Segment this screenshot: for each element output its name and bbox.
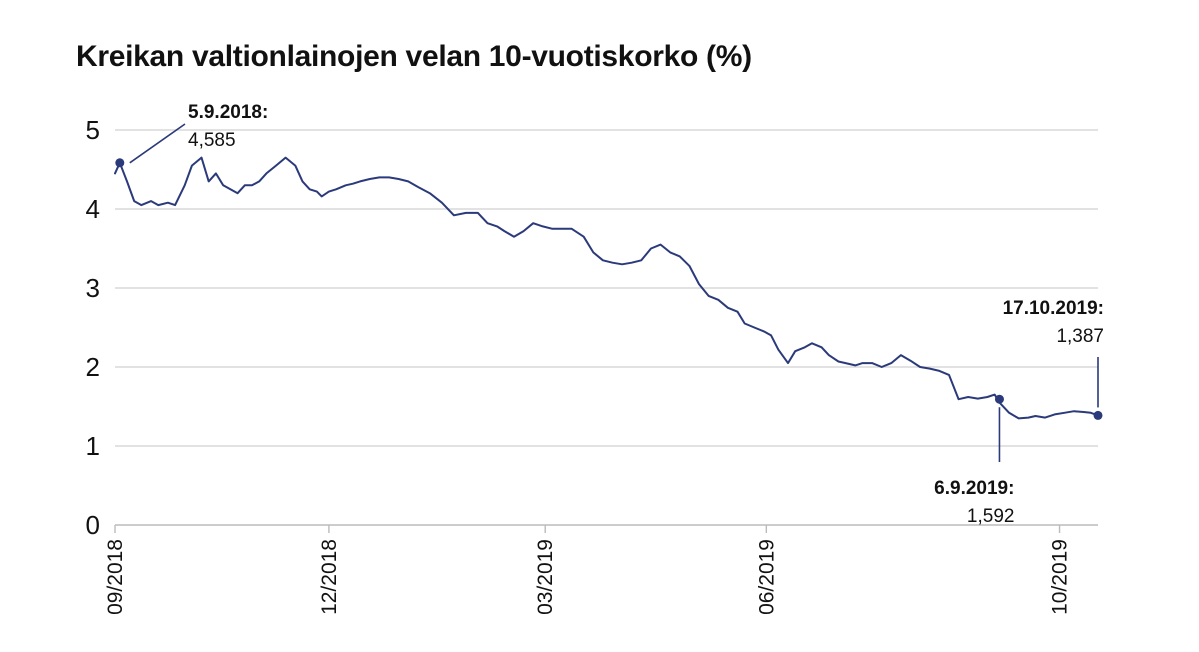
annotation-date: 5.9.2018: xyxy=(188,102,268,123)
annotation-date: 6.9.2019: xyxy=(934,478,1014,499)
annotation-leader xyxy=(129,123,186,164)
annotations: 5.9.2018: 4,585 6.9.2019: 1,592 17.10.2019: 1… xyxy=(115,102,1104,527)
annotation-value: 1,387 xyxy=(1056,326,1104,347)
annotation-point xyxy=(994,394,1004,404)
annotation-value: 1,592 xyxy=(967,506,1015,527)
y-axis: 0 1 2 3 4 5 xyxy=(86,115,100,540)
y-tick-label: 4 xyxy=(86,194,100,224)
x-tick-label: 06/2019 xyxy=(755,539,778,615)
y-tick-label: 2 xyxy=(86,352,100,382)
x-tick-label: 12/2018 xyxy=(318,539,341,615)
chart-title: Kreikan valtionlainojen velan 10-vuotisk… xyxy=(76,40,752,73)
y-tick-label: 0 xyxy=(86,510,100,540)
x-tick-label: 09/2018 xyxy=(104,539,127,615)
x-axis: 09/2018 12/2018 03/2019 06/2019 10/2019 xyxy=(104,525,1072,615)
annotation-value: 4,585 xyxy=(188,130,236,151)
y-tick-label: 5 xyxy=(86,115,100,145)
annotation-date: 17.10.2019: xyxy=(1003,298,1104,319)
x-tick-label: 03/2019 xyxy=(534,539,557,615)
y-tick-label: 3 xyxy=(86,273,100,303)
annotation-point xyxy=(1093,410,1103,420)
y-tick-label: 1 xyxy=(86,431,100,461)
grid-lines xyxy=(115,129,1098,526)
x-tick-label: 10/2019 xyxy=(1049,539,1072,615)
series-line xyxy=(114,156,1099,420)
series-line-path xyxy=(114,156,1099,420)
annotation-point xyxy=(115,158,125,168)
